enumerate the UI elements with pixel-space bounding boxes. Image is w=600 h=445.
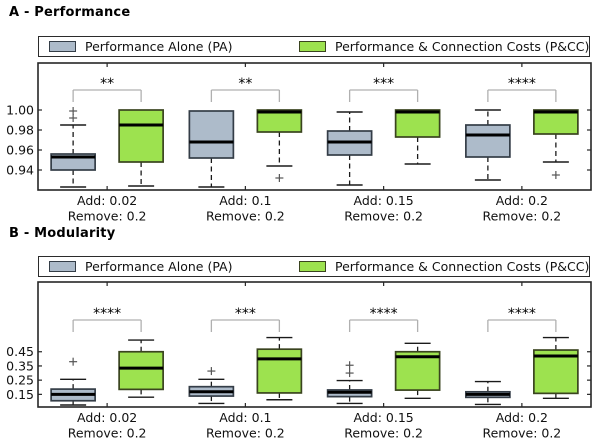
pcc-boxplot-box — [533, 109, 579, 135]
chart-b-title: B - Modularity — [9, 226, 116, 241]
legend-item-pcc: Performance & Connection Costs (P&CC) — [299, 257, 589, 276]
x-group-label: Remove: 0.2 — [344, 209, 423, 224]
pcc-boxplot-box — [118, 350, 164, 391]
pa-boxplot — [326, 361, 373, 405]
significance-stars: **** — [93, 306, 121, 322]
pa-boxplot — [465, 380, 511, 406]
pcc-boxplot-box — [256, 109, 303, 133]
significance-stars: ** — [238, 76, 252, 92]
pa-swatch-icon — [49, 41, 76, 52]
chart-b-legend: Performance Alone (PA) Performance & Con… — [38, 256, 590, 277]
pcc-boxplot — [256, 109, 303, 182]
pcc-legend-label: Performance & Connection Costs (P&CC) — [335, 39, 590, 54]
significance-stars: **** — [508, 76, 536, 92]
legend-item-pa: Performance Alone (PA) — [49, 257, 233, 276]
pcc-swatch-icon — [299, 261, 326, 272]
pa-legend-label: Performance Alone (PA) — [85, 39, 233, 54]
significance-stars: **** — [370, 306, 398, 322]
pa-swatch-icon — [49, 261, 76, 272]
legend-item-pcc: Performance & Connection Costs (P&CC) — [299, 37, 589, 56]
plot-border — [37, 281, 592, 408]
pa-legend-label: Performance Alone (PA) — [85, 259, 233, 274]
x-group-label: Remove: 0.2 — [68, 426, 147, 441]
x-group-label: Add: 0.15 — [354, 193, 414, 208]
x-group-label: Remove: 0.2 — [68, 209, 147, 224]
pcc-boxplot — [394, 109, 441, 165]
pa-boxplot — [50, 357, 96, 406]
pcc-boxplot — [118, 109, 164, 187]
x-group-label: Add: 0.2 — [496, 410, 548, 425]
significance-stars: ** — [100, 76, 114, 92]
pcc-swatch-icon — [299, 41, 326, 52]
pa-boxplot — [188, 110, 235, 188]
pcc-boxplot — [533, 336, 579, 400]
y-tick-label: 0.96 — [6, 142, 34, 157]
x-group-label: Remove: 0.2 — [344, 426, 423, 441]
y-tick-label: 0.94 — [6, 162, 34, 177]
pcc-legend-label: Performance & Connection Costs (P&CC) — [335, 259, 590, 274]
x-group-label: Remove: 0.2 — [482, 209, 561, 224]
y-tick-label: 0.25 — [6, 373, 34, 388]
pcc-boxplot-box — [256, 348, 303, 394]
pa-boxplot-box — [188, 110, 235, 159]
x-group-label: Add: 0.1 — [219, 410, 271, 425]
pa-boxplot — [188, 367, 235, 405]
plot-border — [37, 62, 592, 191]
pcc-boxplot-box — [118, 109, 164, 163]
pcc-boxplot — [256, 336, 303, 401]
x-group-label: Add: 0.2 — [496, 193, 548, 208]
pcc-boxplot — [394, 342, 441, 400]
chart-a-title: A - Performance — [9, 5, 131, 20]
significance-stars: *** — [373, 76, 394, 92]
y-tick-label: 0.15 — [6, 387, 34, 402]
x-group-label: Add: 0.15 — [354, 410, 414, 425]
significance-stars: *** — [235, 306, 256, 322]
pa-boxplot — [50, 107, 96, 188]
x-group-label: Remove: 0.2 — [206, 426, 285, 441]
y-tick-label: 0.45 — [6, 344, 34, 359]
x-group-label: Add: 0.02 — [77, 193, 137, 208]
pcc-boxplot — [533, 109, 579, 179]
legend-item-pa: Performance Alone (PA) — [49, 37, 233, 56]
x-group-label: Remove: 0.2 — [482, 426, 561, 441]
y-tick-label: 0.35 — [6, 358, 34, 373]
pa-boxplot — [326, 111, 373, 186]
chart-a-legend: Performance Alone (PA) Performance & Con… — [38, 36, 590, 57]
significance-stars: **** — [508, 306, 536, 322]
y-tick-label: 0.98 — [6, 122, 34, 137]
x-group-label: Add: 0.02 — [77, 410, 137, 425]
x-group-label: Remove: 0.2 — [206, 209, 285, 224]
pa-boxplot-box — [465, 124, 511, 158]
x-group-label: Add: 0.1 — [219, 193, 271, 208]
y-tick-label: 1.00 — [6, 102, 34, 117]
pcc-boxplot — [118, 339, 164, 398]
pcc-boxplot-box — [394, 109, 441, 138]
pa-boxplot — [465, 109, 511, 181]
